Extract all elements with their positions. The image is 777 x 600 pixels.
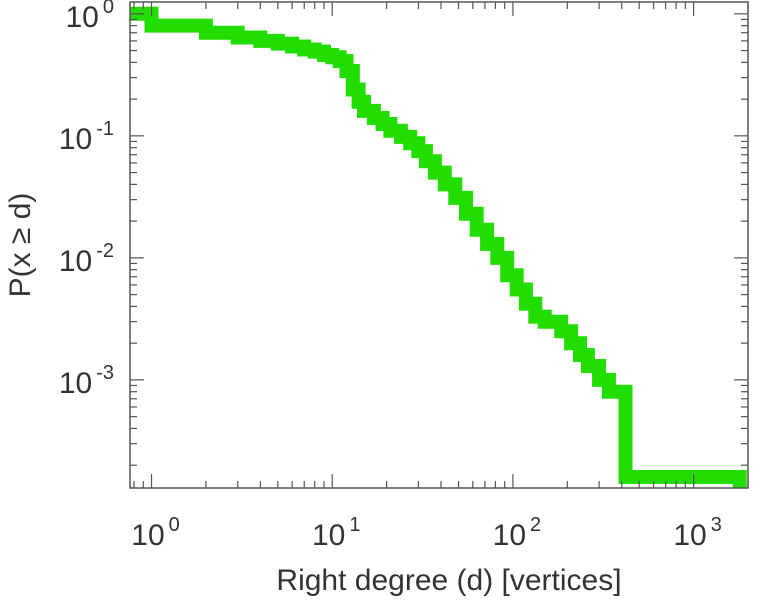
y-tick-exponent: -1 [96,118,114,140]
x-tick-exponent: 2 [530,514,541,536]
x-tick-exponent: 1 [349,514,360,536]
x-tick-exponent: 0 [169,514,180,536]
y-tick-label: 10 -2 [59,240,114,278]
x-tick-base: 10 [312,519,345,552]
axis-ticks [130,2,749,488]
y-tick-exponent: -2 [96,240,114,262]
y-tick-exponent: 0 [103,0,114,18]
y-tick-base: 10 [59,245,92,278]
series-line-0 [130,6,747,488]
x-tick-label: 10 3 [673,514,722,552]
x-tick-label: 10 2 [493,514,542,552]
plot-area-frame [129,1,749,489]
y-tick-base: 10 [59,123,92,156]
y-tick-label: 10 -3 [59,362,114,400]
series-layer [130,6,747,488]
y-axis-title: P(x ≥ d) [4,193,37,298]
x-tick-label: 10 1 [312,514,361,552]
x-tick-base: 10 [131,519,164,552]
y-tick-exponent: -3 [96,362,114,384]
x-tick-base: 10 [493,519,526,552]
x-tick-base: 10 [673,519,706,552]
x-tick-label: 10 0 [131,514,180,552]
x-tick-labels: 10 0 10 1 10 2 10 3 [131,514,722,552]
y-tick-base: 10 [59,367,92,400]
y-tick-base: 10 [66,1,99,34]
y-tick-label: 10 0 [66,0,115,34]
x-axis-title: Right degree (d) [vertices] [276,564,621,597]
y-tick-label: 10 -1 [59,118,114,156]
x-tick-exponent: 3 [711,514,722,536]
